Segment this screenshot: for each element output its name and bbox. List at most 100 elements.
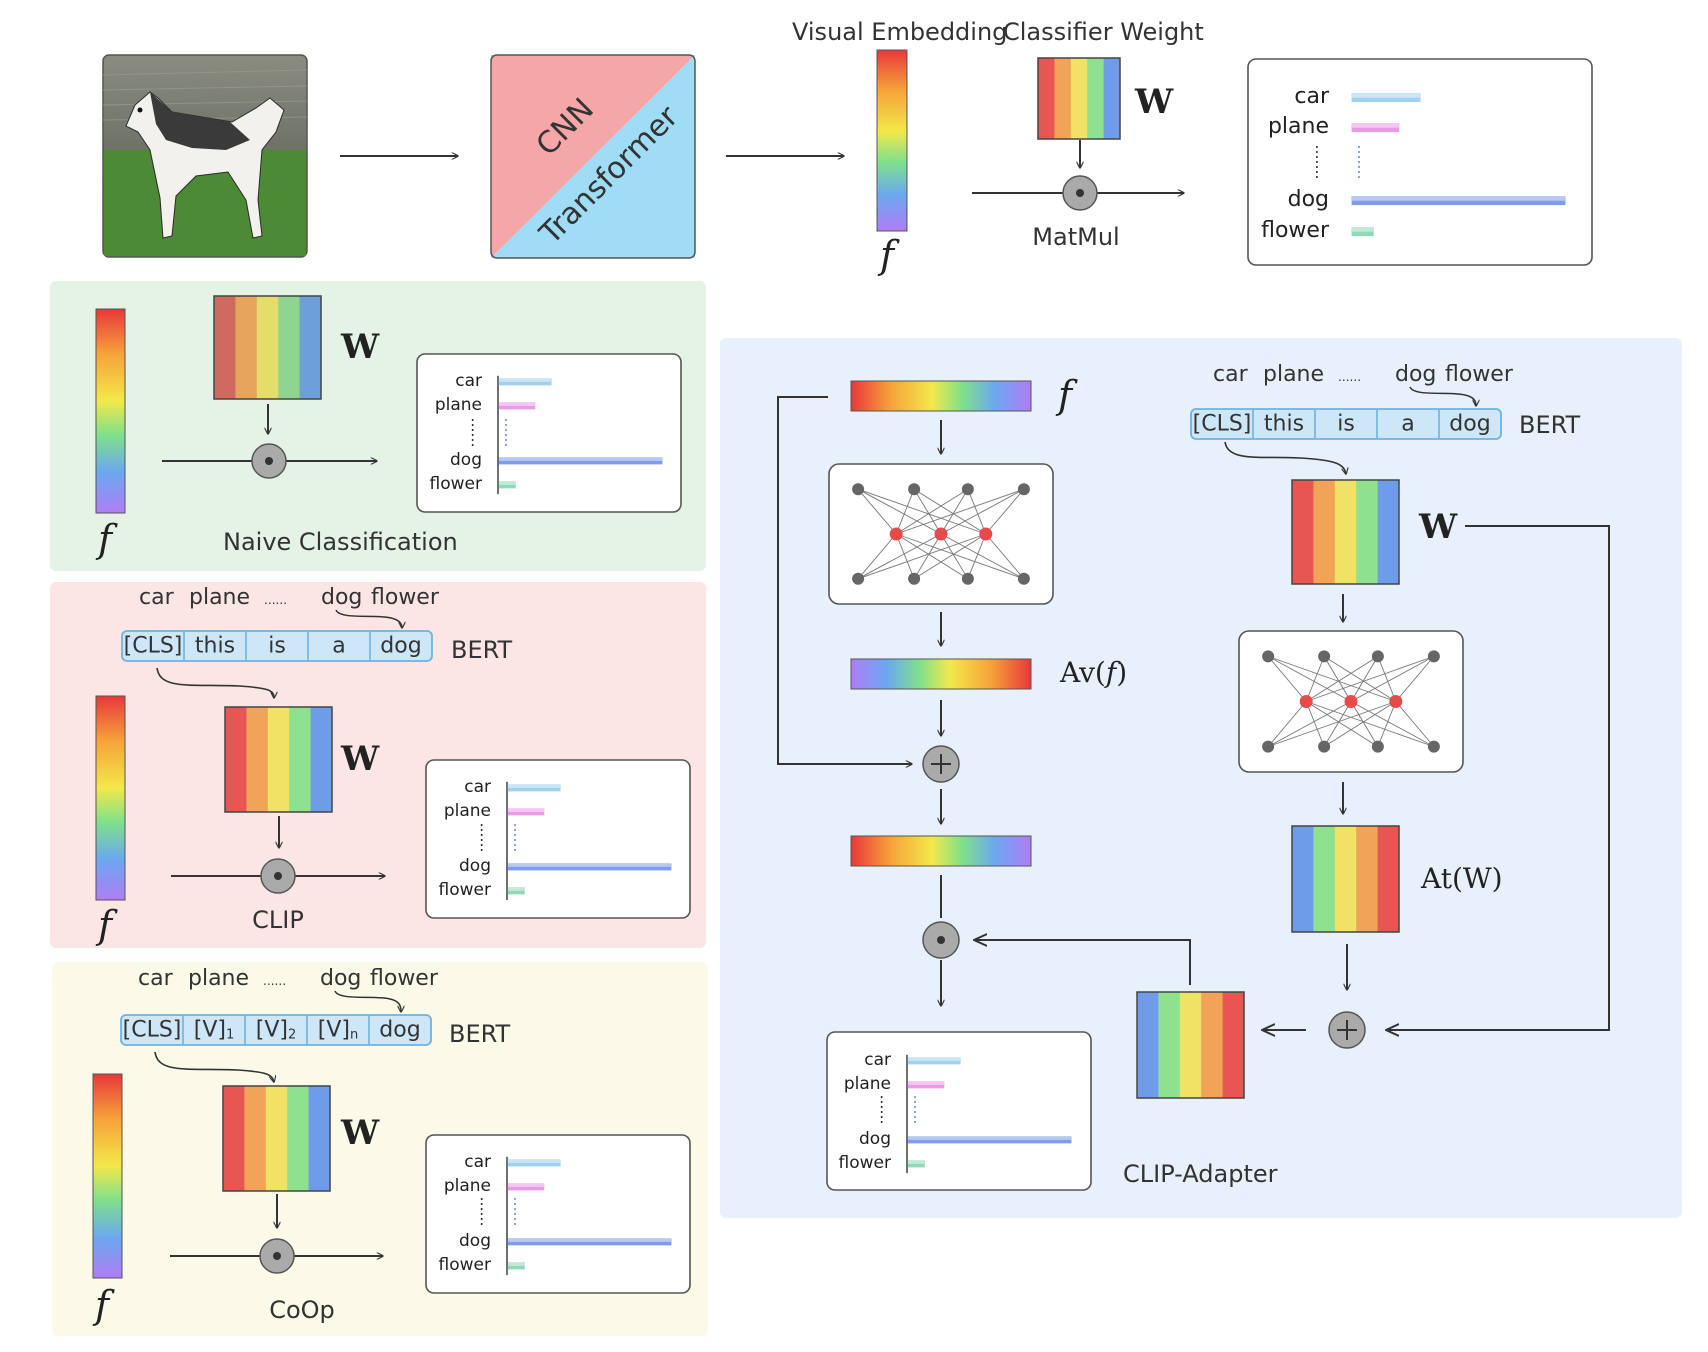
mlp-edge <box>1377 701 1397 747</box>
weight-stripe <box>223 1086 245 1191</box>
text-residual-connection <box>1386 525 1610 1030</box>
class-label-dog: dog <box>1288 187 1329 212</box>
score-bar-plane <box>507 1183 545 1191</box>
score-bar-flower <box>907 1160 925 1168</box>
adapter-input-embedding <box>850 380 1032 412</box>
adapter-logits-box: car plane dog flower <box>826 1031 1092 1191</box>
weight-stripe <box>1313 826 1336 932</box>
class-label-car: car <box>464 777 491 797</box>
token-row-frame <box>120 1014 432 1046</box>
token-3: a <box>332 634 345 659</box>
weight-stripe <box>1313 480 1336 584</box>
mlp-node <box>1262 650 1275 663</box>
weight-stripe <box>1201 992 1224 1098</box>
fused-text-weight <box>1136 991 1245 1099</box>
score-bar-highlight <box>508 1238 671 1242</box>
mlp-edge <box>985 488 1025 535</box>
token-3: a <box>1401 412 1414 437</box>
naive-title: Naive Classification <box>223 528 458 556</box>
adapter-matmul-node <box>922 921 960 959</box>
weight-stripe <box>308 1086 331 1191</box>
naive-logits-box: car plane dog flower <box>416 353 682 513</box>
score-bar-highlight <box>499 481 516 485</box>
weight-stripe <box>1158 992 1181 1098</box>
score-bar-plane <box>1351 123 1400 133</box>
mlp-node <box>908 483 921 496</box>
score-bar-plane <box>498 402 536 410</box>
score-bar-highlight <box>908 1057 961 1061</box>
score-bar-highlight <box>1352 123 1399 128</box>
mlp-edge <box>1305 655 1379 702</box>
mlp-edge <box>967 489 987 535</box>
mlp-node <box>1262 740 1275 753</box>
class-label-plane: plane <box>844 1074 891 1094</box>
dog-token-arrow <box>334 990 401 1012</box>
token-row-frame <box>1190 408 1502 440</box>
mlp-node <box>908 572 921 585</box>
dog-token-arrow <box>1409 386 1476 406</box>
mlp-edge <box>1323 656 1352 702</box>
token-2: is <box>1337 412 1355 437</box>
adapted-visual-embedding <box>850 658 1032 690</box>
mlp-edge <box>1323 655 1397 702</box>
coop-matmul-node <box>259 1238 295 1274</box>
mlp-edge <box>1377 656 1397 702</box>
word-1: plane <box>188 966 249 991</box>
score-bar-flower <box>507 1262 525 1270</box>
image-encoder: CNN Transformer <box>490 54 696 259</box>
mlp-edge <box>895 533 915 579</box>
mlp-edge <box>913 488 987 535</box>
mlp-hidden-node <box>934 527 948 541</box>
mlp-edge <box>895 489 915 535</box>
word-0: car <box>139 585 175 610</box>
word-0: car <box>138 966 174 991</box>
weight-stripe <box>1292 480 1314 584</box>
score-bar-highlight <box>1352 93 1421 98</box>
mlp-hidden-node <box>1389 695 1403 708</box>
text-add-node <box>1328 1011 1366 1049</box>
word-2: ...... <box>263 974 286 988</box>
clip-embedding-bar <box>95 695 126 901</box>
weight-stripe <box>278 296 301 399</box>
adapter-token-row: [CLS] this is a dog <box>1190 408 1502 440</box>
mlp-edge <box>967 533 987 579</box>
mlp-edge <box>857 488 942 535</box>
token-0: [CLS] <box>123 1018 182 1043</box>
coop-embedding-bar <box>92 1073 123 1279</box>
word-3: dog <box>1395 362 1436 387</box>
score-bar-highlight <box>499 457 662 461</box>
mlp-edge <box>1267 701 1352 748</box>
visual-add-node <box>922 745 960 783</box>
weight-frame <box>1037 57 1121 140</box>
mlp-edge <box>1305 701 1325 747</box>
score-bar-flower <box>1351 227 1374 237</box>
class-label-dog: dog <box>859 1129 891 1149</box>
adapter-word-list: car plane...... dog flower <box>1213 362 1514 406</box>
mlp-edge <box>940 533 1025 580</box>
score-bar-flower <box>507 887 525 895</box>
weight-stripe <box>267 707 290 812</box>
mlp-hidden-node <box>1344 695 1358 708</box>
token-0: [CLS] <box>1193 412 1252 437</box>
weight-stripe <box>287 1086 310 1191</box>
clip-cls-arrow <box>156 667 274 698</box>
class-label-flower: flower <box>839 1153 891 1173</box>
weight-frame <box>224 706 333 813</box>
adapter-cls-arrow <box>1224 441 1346 474</box>
coop-w-symbol: W <box>340 1113 380 1153</box>
mlp-edge <box>913 488 942 535</box>
word-3: dog <box>321 585 362 610</box>
score-bar-car <box>507 784 561 792</box>
word-1: plane <box>1263 362 1324 387</box>
token-1: this <box>195 634 235 659</box>
score-bar-dog <box>498 457 663 465</box>
dog-token-arrow <box>335 609 402 628</box>
weight-stripe <box>1222 992 1245 1098</box>
coop-cls-arrow <box>154 1051 274 1082</box>
token-0: [CLS] <box>124 634 183 659</box>
fused-visual-embedding <box>850 835 1032 867</box>
word-2: ...... <box>1338 370 1361 384</box>
class-label-flower: flower <box>430 474 482 494</box>
score-bar-dog <box>507 1238 672 1246</box>
